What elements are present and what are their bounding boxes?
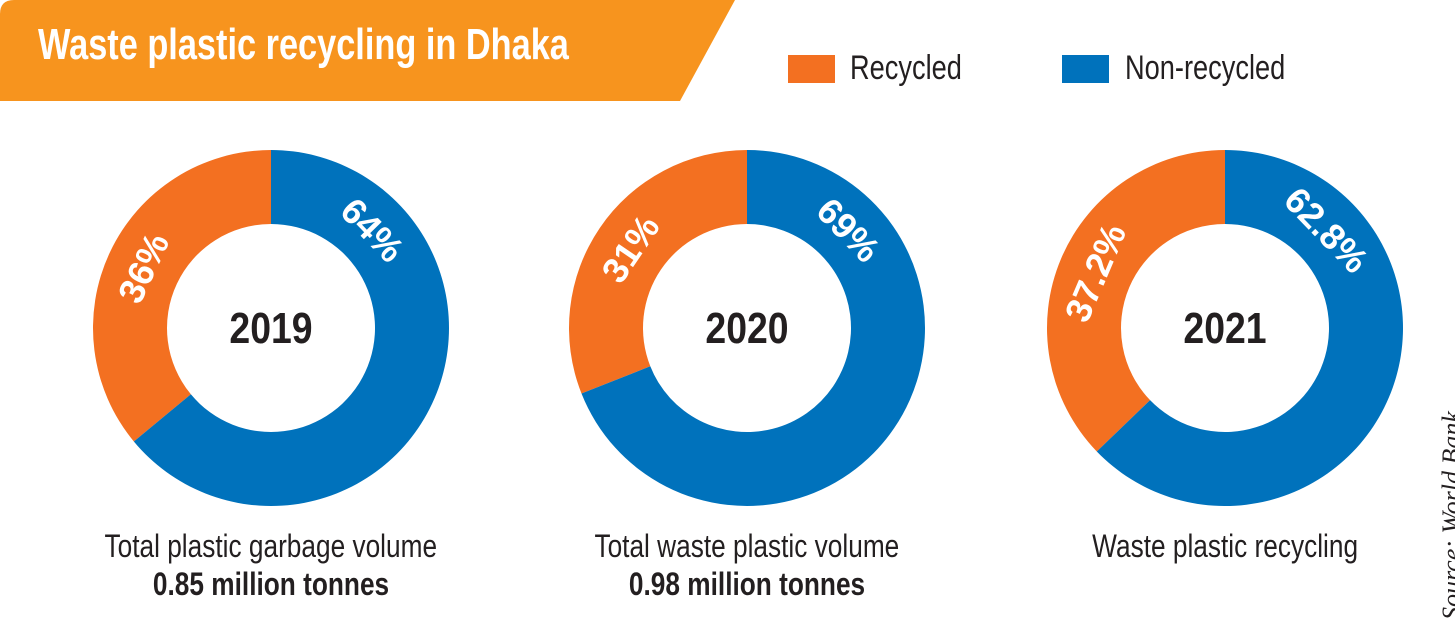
center-label-2019: 2019: [229, 303, 312, 353]
center-label-2020: 2020: [705, 303, 788, 353]
subcaption-2020: 0.98 million tonnes: [628, 566, 866, 602]
donut-slice-2019-recycled: [93, 150, 272, 442]
legend-label-non-recycled: Non-recycled: [1125, 49, 1286, 87]
title-banner: [0, 0, 735, 101]
legend-swatch-recycled: [788, 55, 835, 83]
donut-slice-2019-non-recycled: [133, 150, 450, 507]
caption-2020: Total waste plastic volume: [594, 528, 900, 564]
subcaption-2019: 0.85 million tonnes: [152, 566, 390, 602]
donut-slice-2021-recycled: [1047, 150, 1225, 452]
legend-label-recycled: Recycled: [850, 49, 962, 87]
donut-slice-2021-non-recycled: [1096, 150, 1403, 506]
center-label-2021: 2021: [1183, 303, 1266, 353]
caption-2021: Waste plastic recycling: [1092, 528, 1358, 564]
source-note: Source: World Bank: [1437, 411, 1455, 620]
legend-swatch-non-recycled: [1062, 55, 1109, 83]
caption-2019: Total plastic garbage volume: [104, 528, 438, 564]
donut-slice-2020-non-recycled: [581, 150, 925, 506]
donut-slice-2020-recycled: [568, 150, 747, 394]
chart-title: Waste plastic recycling in Dhaka: [38, 20, 569, 69]
